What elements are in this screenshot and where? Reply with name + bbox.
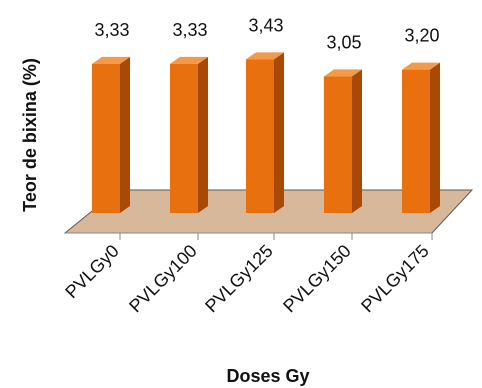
data-label: 3,05 (326, 32, 361, 52)
y-axis-title: Teor de bixina (%) (20, 58, 40, 212)
bar (170, 63, 198, 213)
x-tick-label: PVLGy125 (201, 241, 277, 317)
bar (246, 59, 274, 213)
bar-side (352, 69, 362, 213)
bar-top (324, 69, 362, 77)
bar-top (402, 62, 440, 70)
bar-side (198, 56, 208, 213)
data-label: 3,20 (404, 26, 439, 46)
data-label: 3,43 (248, 15, 283, 35)
bar-top (92, 56, 130, 64)
bar-side (274, 52, 284, 213)
bar-side (430, 62, 440, 213)
bar (402, 69, 430, 213)
bar-top (170, 56, 208, 64)
x-tick-label: PVLGy150 (279, 241, 355, 317)
bar-side (120, 56, 130, 213)
data-label: 3,33 (94, 20, 129, 40)
x-tick-label: PVLGy175 (357, 241, 433, 317)
x-axis-title: Doses Gy (226, 366, 309, 386)
x-tick-label: PVLGy100 (125, 241, 201, 317)
bar-top (246, 52, 284, 60)
x-tick-label: PVLGy0 (61, 241, 123, 303)
bar (324, 76, 352, 213)
bar (92, 63, 120, 213)
data-label: 3,33 (172, 20, 207, 40)
